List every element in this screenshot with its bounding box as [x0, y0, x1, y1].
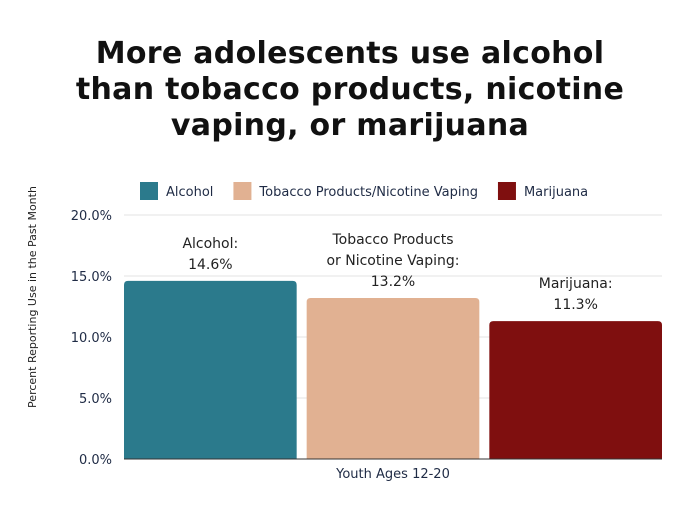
bar-alcohol: [124, 280, 297, 459]
title-line: vaping, or marijuana: [170, 108, 530, 143]
legend-swatch: [140, 182, 158, 200]
title-line: More adolescents use alcohol: [95, 36, 605, 71]
data-label: Alcohol:: [182, 236, 238, 252]
title-line: than tobacco products, nicotine: [75, 72, 625, 107]
data-label: 11.3%: [553, 297, 597, 313]
legend-swatch: [233, 182, 252, 200]
data-label: Tobacco Products: [331, 232, 453, 248]
y-tick-label: 15.0%: [71, 270, 112, 285]
bar-tobacco-products-nicotine-vaping: [306, 297, 480, 459]
legend-label: Alcohol: [166, 185, 213, 200]
legend-swatch: [497, 182, 516, 200]
data-label: 14.6%: [188, 257, 232, 273]
legend-label: Tobacco Products/Nicotine Vaping: [258, 185, 478, 200]
y-tick-label: 20.0%: [71, 209, 112, 224]
data-labels: Alcohol: 14.6% Tobacco Products or Nicotine…: [182, 232, 612, 313]
y-tick-label: 10.0%: [71, 331, 112, 346]
bar-marijuana: [489, 321, 662, 459]
bars: [124, 280, 662, 459]
data-label: or Nicotine Vaping:: [326, 253, 459, 269]
y-tick-label: 0.0%: [79, 453, 112, 468]
chart-title: More adolescents use alcohol than tobacc…: [0, 36, 700, 144]
data-label: 13.2%: [371, 274, 415, 290]
y-tick-label: 5.0%: [79, 392, 112, 407]
y-axis-label: Percent Reporting Use in the Past Month: [26, 186, 39, 408]
x-axis-label: Youth Ages 12-20: [335, 467, 450, 482]
legend: Alcohol Tobacco Products/Nicotine Vaping M…: [140, 182, 588, 200]
y-axis-ticks: 0.0% 5.0% 10.0% 15.0% 20.0%: [71, 209, 112, 468]
legend-label: Marijuana: [524, 185, 588, 200]
data-label: Marijuana:: [539, 276, 613, 292]
